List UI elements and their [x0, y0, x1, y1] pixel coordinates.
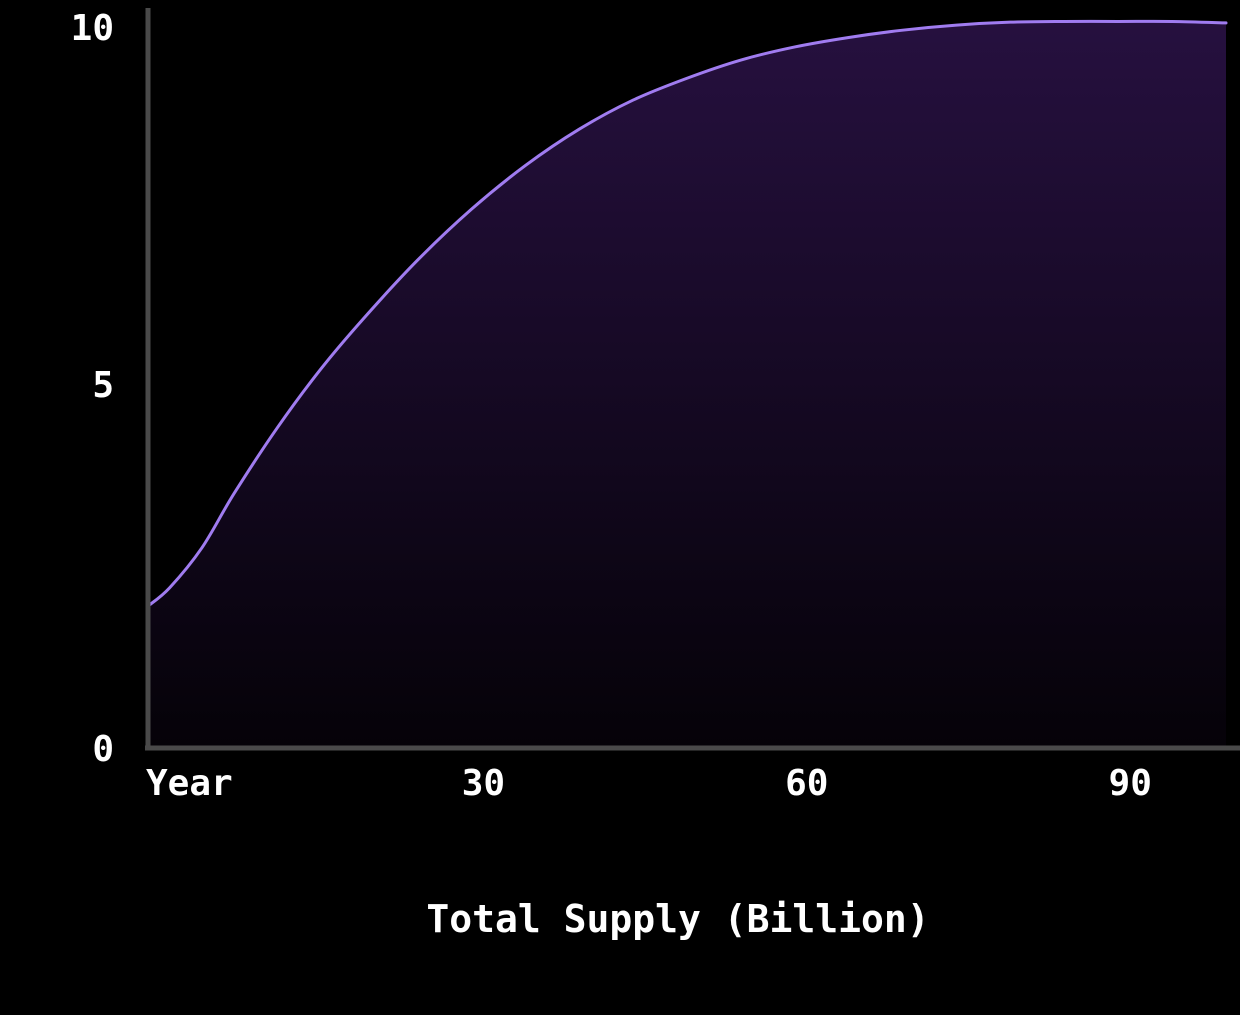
y-tick-label: 0	[92, 729, 114, 770]
plot-area	[146, 19, 1228, 749]
x-tick-label: 60	[785, 763, 828, 804]
x-tick-label: 90	[1109, 763, 1152, 804]
axes	[145, 8, 1240, 751]
x-axis-title: Total Supply (Billion)	[426, 897, 929, 941]
x-tick-label: Year	[146, 763, 233, 804]
tick-labels: 0 5 10 Year 30 60 90	[71, 8, 1152, 804]
y-tick-label: 10	[71, 8, 114, 49]
y-tick-label: 5	[92, 365, 114, 406]
series-area-fill	[148, 21, 1226, 749]
series-line	[146, 19, 1228, 608]
x-tick-label: 30	[462, 763, 505, 804]
